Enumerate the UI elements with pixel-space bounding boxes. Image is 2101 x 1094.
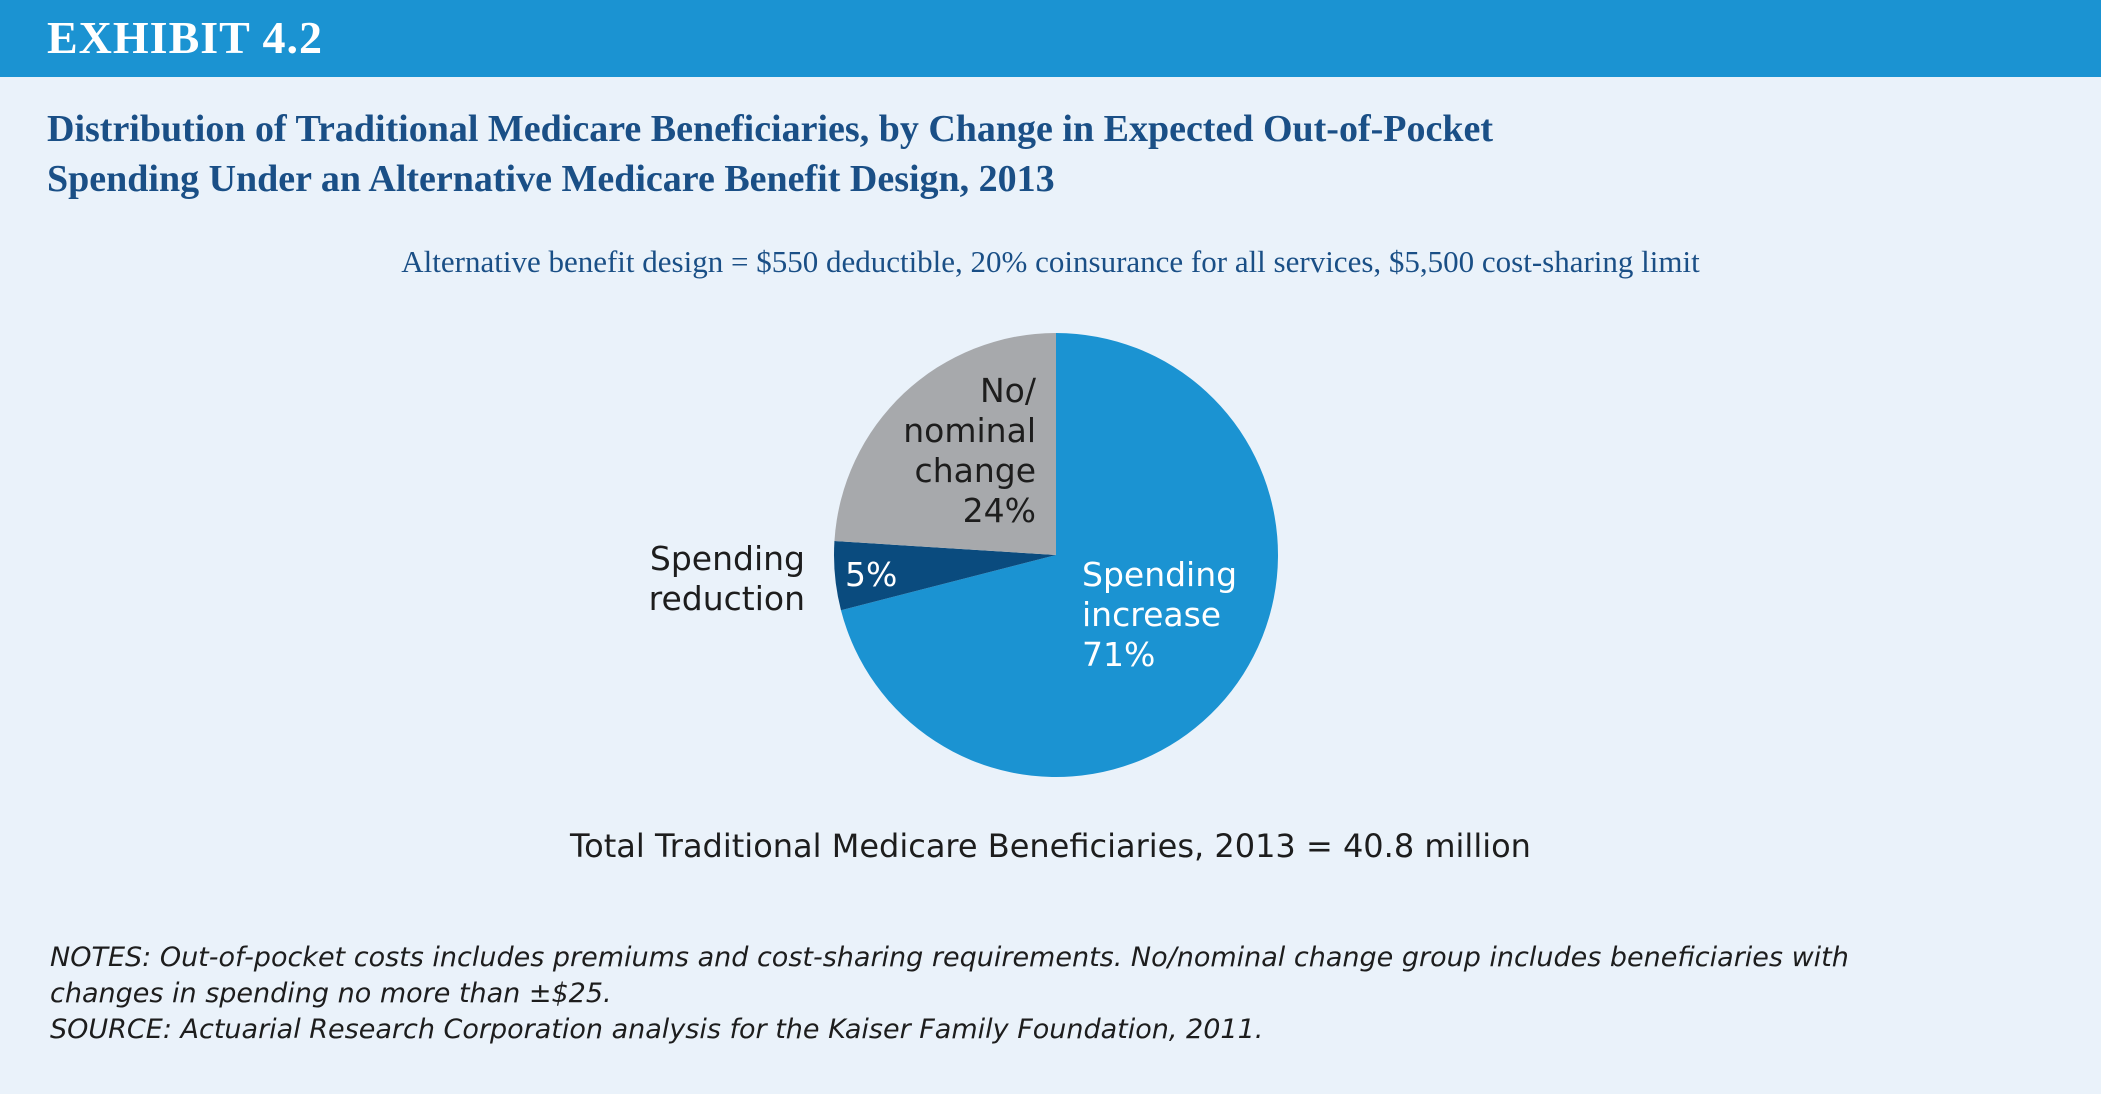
slice-spending-reduction <box>834 541 1056 611</box>
slice-label-no-nominal-change-line-1: No/ <box>980 371 1036 410</box>
slice-value-spending-reduction: 5% <box>845 555 898 594</box>
notes-line-1: NOTES: Out-of-pocket costs includes prem… <box>50 942 1849 973</box>
slice-label-no-nominal-change-line-3: change <box>914 451 1036 490</box>
chart-title-line-1: Distribution of Traditional Medicare Ben… <box>47 108 1494 150</box>
slice-label-spending-reduction-line-2: reduction <box>648 579 805 618</box>
source-line: SOURCE: Actuarial Research Corporation a… <box>50 1014 1264 1045</box>
chart-title-line-2: Spending Under an Alternative Medicare B… <box>47 158 1055 200</box>
slice-label-spending-increase: Spending increase 71% <box>1082 555 1237 675</box>
slice-label-spending-reduction: Spending reduction <box>600 539 805 619</box>
slice-value-spending-increase: 71% <box>1082 635 1156 674</box>
chart-subtitle: Alternative benefit design = $550 deduct… <box>401 244 1700 279</box>
total-beneficiaries: Total Traditional Medicare Beneficiaries… <box>570 827 1531 865</box>
notes-source: NOTES: Out-of-pocket costs includes prem… <box>50 940 2060 1048</box>
slice-label-spending-reduction-line-1: Spending <box>649 539 805 578</box>
slice-label-spending-increase-line-1: Spending <box>1082 555 1238 594</box>
slice-label-no-nominal-change-line-2: nominal <box>903 411 1036 450</box>
slice-no-nominal-change <box>834 333 1056 555</box>
exhibit-banner: EXHIBIT 4.2 <box>0 0 2101 77</box>
chart-title: Distribution of Traditional Medicare Ben… <box>47 104 2007 204</box>
slice-label-no-nominal-change: No/ nominal change 24% <box>836 371 1036 531</box>
slice-value-no-nominal-change: 24% <box>962 491 1036 530</box>
exhibit-label: EXHIBIT 4.2 <box>47 12 324 63</box>
slice-spending-increase <box>840 333 1278 777</box>
notes-line-2: changes in spending no more than ±$25. <box>50 978 612 1009</box>
slice-label-spending-increase-line-2: increase <box>1082 595 1222 634</box>
